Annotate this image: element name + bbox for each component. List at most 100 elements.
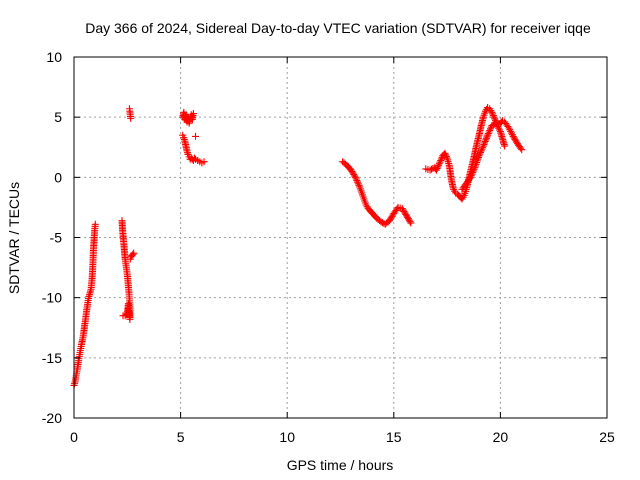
data-point <box>398 205 406 213</box>
chart-title: Day 366 of 2024, Sidereal Day-to-day VTE… <box>85 20 591 36</box>
data-point <box>467 173 475 181</box>
data-point <box>436 158 444 166</box>
data-point <box>388 212 396 220</box>
data-point <box>505 124 513 132</box>
data-point <box>490 113 498 121</box>
data-point <box>348 168 356 176</box>
data-point <box>386 215 394 223</box>
x-tick-label: 15 <box>386 429 402 445</box>
data-point <box>435 160 443 168</box>
data-point <box>189 110 197 118</box>
data-point <box>484 130 492 138</box>
data-point <box>435 161 443 169</box>
data-point <box>501 142 509 150</box>
data-point <box>474 153 482 161</box>
data-point <box>468 170 476 178</box>
data-point <box>518 146 526 154</box>
data-point <box>477 148 485 156</box>
data-point <box>481 137 489 145</box>
data-point <box>478 145 486 153</box>
series-arc-6 <box>179 108 197 127</box>
data-point <box>473 159 481 167</box>
data-point <box>489 112 497 120</box>
data-point <box>483 133 491 141</box>
data-point <box>480 141 488 148</box>
data-point <box>470 165 478 173</box>
data-point <box>471 162 479 170</box>
data-point <box>489 110 497 118</box>
data-point <box>352 175 360 183</box>
x-tick-label: 20 <box>493 429 509 445</box>
data-point <box>403 212 411 220</box>
x-tick-label: 10 <box>279 429 295 445</box>
data-point <box>399 206 407 214</box>
series-arc-1 <box>70 220 99 390</box>
data-point <box>402 210 410 218</box>
series-arc-8 <box>339 158 415 228</box>
data-point <box>486 125 494 133</box>
data-point <box>473 157 481 165</box>
data-point <box>510 134 518 142</box>
data-point <box>441 149 449 157</box>
data-point <box>492 119 500 127</box>
data-point <box>407 219 415 227</box>
data-point <box>509 132 517 140</box>
data-point <box>474 155 482 163</box>
data-point <box>496 126 504 134</box>
data-point <box>469 167 477 175</box>
data-point <box>451 187 459 195</box>
series-arc-10 <box>458 119 509 193</box>
data-point <box>479 144 487 152</box>
data-point <box>506 126 514 134</box>
data-point <box>442 151 450 159</box>
data-point <box>401 209 409 217</box>
data-point <box>434 163 442 171</box>
data-point <box>192 132 200 140</box>
y-axis: -20 -15 -10 -5 0 5 10 <box>42 49 607 426</box>
data-point <box>200 158 208 166</box>
data-point <box>353 177 361 185</box>
data-point <box>400 208 408 216</box>
data-marks <box>70 104 526 390</box>
y-tick-label: 5 <box>54 109 62 125</box>
data-point <box>351 172 359 180</box>
data-point <box>486 126 494 134</box>
data-point <box>507 127 515 135</box>
data-point <box>405 216 413 224</box>
data-point <box>488 108 496 116</box>
data-point <box>432 166 440 174</box>
data-point <box>484 131 492 139</box>
data-point <box>122 311 130 319</box>
series-arc-3 <box>125 105 135 122</box>
series-arc-2 <box>118 217 134 323</box>
y-axis-title: SDTVAR / TECUs <box>6 182 22 294</box>
data-point <box>465 175 473 183</box>
data-point <box>477 147 485 155</box>
data-point <box>511 135 519 143</box>
data-point <box>354 180 362 188</box>
x-tick-label: 0 <box>70 429 78 445</box>
data-point <box>129 250 137 258</box>
y-tick-label: -20 <box>42 410 62 426</box>
data-point <box>476 150 484 158</box>
data-point <box>347 166 355 174</box>
data-point <box>507 129 515 137</box>
data-point <box>471 164 479 172</box>
data-point <box>403 213 411 221</box>
x-axis: 0 5 10 15 20 25 <box>70 57 615 445</box>
data-point <box>469 169 477 177</box>
data-point <box>350 170 358 178</box>
data-point <box>91 220 99 228</box>
data-point <box>433 165 441 173</box>
data-point <box>437 155 445 163</box>
data-point <box>495 124 503 132</box>
data-point <box>349 169 357 177</box>
data-point <box>442 152 450 160</box>
data-point <box>355 181 363 189</box>
data-point <box>485 128 493 136</box>
data-point <box>508 131 516 139</box>
data-point <box>475 152 483 160</box>
data-point <box>482 134 490 142</box>
x-tick-label: 5 <box>177 429 185 445</box>
